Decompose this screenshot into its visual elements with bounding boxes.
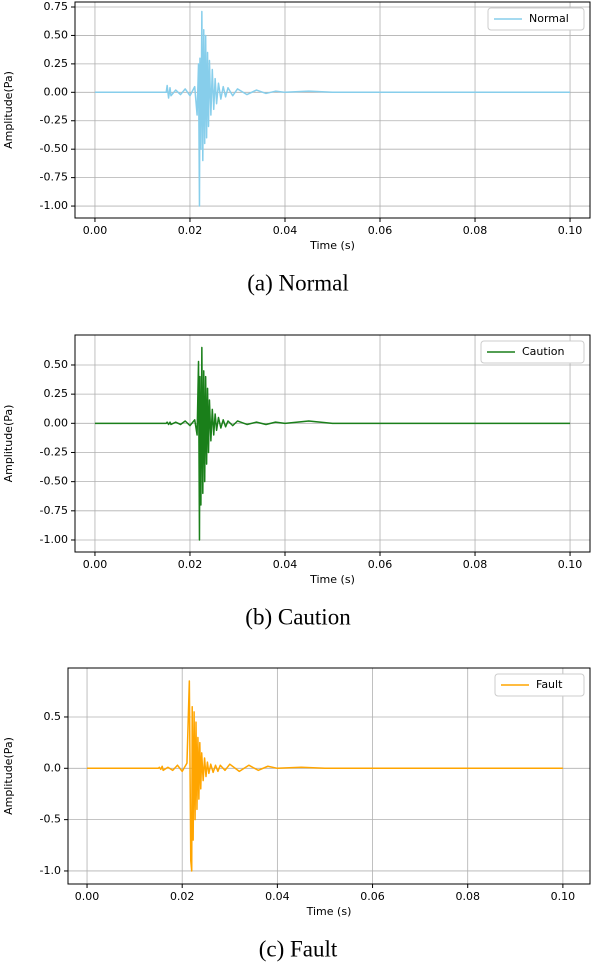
x-tick-label: 0.08 (463, 224, 488, 237)
x-tick-label: 0.08 (463, 558, 488, 571)
signal-line (94, 10, 571, 207)
y-tick-label: -1.00 (40, 199, 68, 212)
y-tick-label: -0.75 (40, 171, 68, 184)
x-tick-label: 0.10 (558, 558, 583, 571)
y-tick-label: -1.00 (40, 533, 68, 546)
subplot: 0.00 0.02 0.04 0.06 0.08 0.10 0.5 0.0 -0.5 -1.0 Ti… (2, 667, 591, 961)
y-tick-label: -0.50 (40, 142, 68, 155)
y-tick-label: -1.0 (40, 864, 61, 877)
x-axis-label: Time (s) (306, 905, 352, 918)
x-tick-label: 0.00 (83, 224, 108, 237)
x-tick-label: 0.06 (368, 224, 393, 237)
y-tick-label: 0.5 (44, 710, 62, 723)
x-tick-label: 0.02 (170, 890, 195, 903)
x-tick-label: 0.02 (178, 224, 203, 237)
y-tick-label: 0.00 (44, 85, 69, 98)
y-tick-label: 0.75 (44, 0, 69, 13)
x-tick-label: 0.06 (360, 890, 385, 903)
subplot: 0.00 0.02 0.04 0.06 0.08 0.10 0.50 0.25 0.00 -0.2… (2, 334, 591, 629)
legend-box (487, 7, 585, 31)
legend-box (494, 673, 585, 697)
y-tick-label: -0.5 (40, 813, 61, 826)
y-tick-label: 0.25 (44, 57, 69, 70)
y-axis-label: Amplitude(Pa) (2, 737, 15, 815)
x-tick-label: 0.10 (551, 890, 576, 903)
signal-line (94, 346, 571, 541)
y-tick-label: 0.50 (44, 358, 69, 371)
y-tick-label: -0.50 (40, 475, 68, 488)
y-tick-label: 0.50 (44, 28, 69, 41)
x-tick-label: 0.04 (273, 224, 298, 237)
x-tick-label: 0.10 (558, 224, 583, 237)
x-axis-label: Time (s) (309, 573, 355, 586)
caption: (b) Caution (245, 604, 351, 629)
x-tick-label: 0.00 (83, 558, 108, 571)
x-tick-label: 0.04 (273, 558, 298, 571)
plot-frame (74, 334, 591, 553)
y-tick-label: -0.25 (40, 445, 68, 458)
signal-line (87, 680, 563, 872)
legend-label: Caution (522, 345, 564, 358)
x-tick-label: 0.04 (265, 890, 290, 903)
subplot: 0.00 0.02 0.04 0.06 0.08 0.10 0.75 0.50 0.25 0.00… (2, 0, 591, 295)
caption: (a) Normal (247, 270, 349, 295)
x-tick-label: 0.02 (178, 558, 203, 571)
legend-box (480, 340, 585, 364)
x-tick-label: 0.00 (75, 890, 100, 903)
caption: (c) Fault (259, 936, 338, 961)
y-tick-label: 0.00 (44, 416, 69, 429)
y-axis-label: Amplitude(Pa) (2, 71, 15, 149)
legend-label: Fault (536, 678, 563, 691)
plot-frame (67, 667, 591, 885)
y-tick-label: -0.75 (40, 504, 68, 517)
y-tick-label: 0.0 (44, 761, 62, 774)
x-axis-label: Time (s) (309, 239, 355, 252)
x-tick-label: 0.08 (455, 890, 480, 903)
y-axis-label: Amplitude(Pa) (2, 405, 15, 483)
y-tick-label: 0.25 (44, 387, 69, 400)
y-tick-label: -0.25 (40, 114, 68, 127)
plot-frame (74, 1, 591, 219)
x-tick-label: 0.06 (368, 558, 393, 571)
legend-label: Normal (529, 12, 569, 25)
